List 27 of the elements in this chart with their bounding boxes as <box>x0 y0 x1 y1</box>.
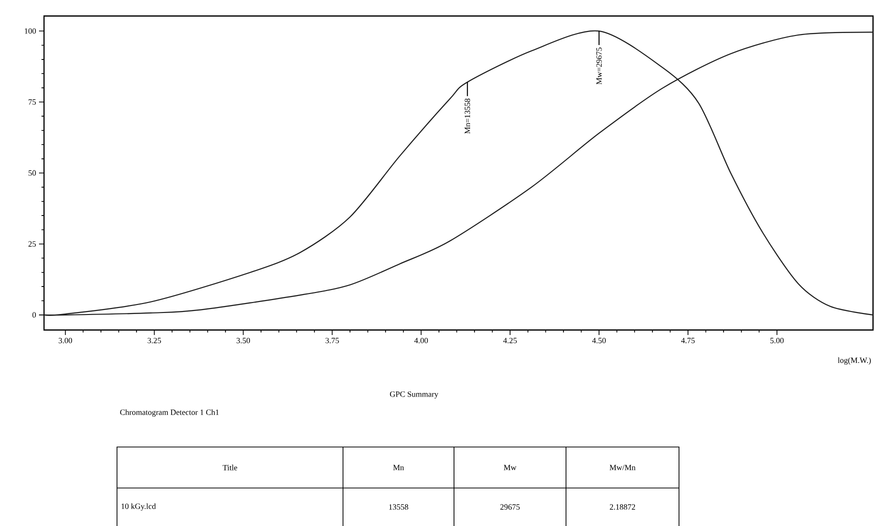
text: Mn <box>393 464 404 470</box>
text: 10 kGy.lcd <box>122 503 156 511</box>
annotation: Mw=29675 <box>596 48 602 84</box>
text: Chromatogram Detector 1 Ch1 <box>120 409 219 417</box>
x-tick-label: 4.00 <box>414 338 428 344</box>
x-tick-label: 4.50 <box>592 338 606 344</box>
text: Mw <box>504 464 516 470</box>
x-tick-label: 4.75 <box>681 338 695 344</box>
x-tick-label: 5.00 <box>770 338 784 344</box>
y-tick-label: 100 <box>24 28 36 34</box>
x-tick-label: 3.75 <box>326 338 339 344</box>
x-tick-label: 3.50 <box>236 338 250 344</box>
x-tick-label: 4.25 <box>503 338 517 344</box>
y-tick-label: 75 <box>28 99 36 105</box>
y-tick-label: 50 <box>28 170 36 176</box>
text: GPC Summary <box>390 391 438 398</box>
text: 2.18872 <box>610 504 636 510</box>
x-axis-title: log(M.W.) <box>838 357 871 365</box>
x-tick-label: 3.00 <box>58 338 72 344</box>
y-tick-label: 25 <box>28 241 36 247</box>
text: 13558 <box>389 504 408 510</box>
x-tick-label: 3.25 <box>148 338 161 344</box>
text: Mw/Mn <box>610 464 636 470</box>
annotation: Mn=13558 <box>464 98 470 134</box>
y-tick-label: 0 <box>32 312 36 318</box>
text: Title <box>222 464 238 470</box>
text: 29675 <box>500 504 520 510</box>
